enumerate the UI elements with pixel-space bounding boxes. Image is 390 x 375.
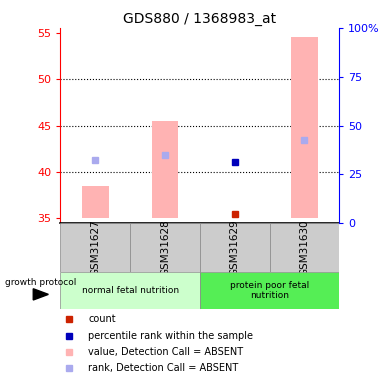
Bar (60, 272, 200, 309)
Title: GDS880 / 1368983_at: GDS880 / 1368983_at (123, 12, 277, 26)
Bar (152, 121, 178, 219)
Text: GSM31627: GSM31627 (90, 219, 100, 276)
Bar (200, 223, 269, 272)
Text: growth protocol: growth protocol (5, 278, 76, 287)
Text: value, Detection Call = ABSENT: value, Detection Call = ABSENT (88, 347, 243, 357)
Text: GSM31630: GSM31630 (300, 219, 309, 276)
Text: percentile rank within the sample: percentile rank within the sample (88, 331, 254, 340)
Text: GSM31629: GSM31629 (230, 219, 240, 276)
Bar (200, 272, 339, 309)
Bar (269, 223, 339, 272)
Text: normal fetal nutrition: normal fetal nutrition (82, 286, 179, 295)
Bar (82, 186, 108, 219)
Polygon shape (33, 289, 48, 300)
Bar (130, 223, 200, 272)
Bar (60, 223, 130, 272)
Text: rank, Detection Call = ABSENT: rank, Detection Call = ABSENT (88, 363, 239, 374)
Text: protein poor fetal
nutrition: protein poor fetal nutrition (230, 281, 309, 300)
Bar (291, 38, 318, 219)
Text: GSM31628: GSM31628 (160, 219, 170, 276)
Text: count: count (88, 314, 116, 324)
